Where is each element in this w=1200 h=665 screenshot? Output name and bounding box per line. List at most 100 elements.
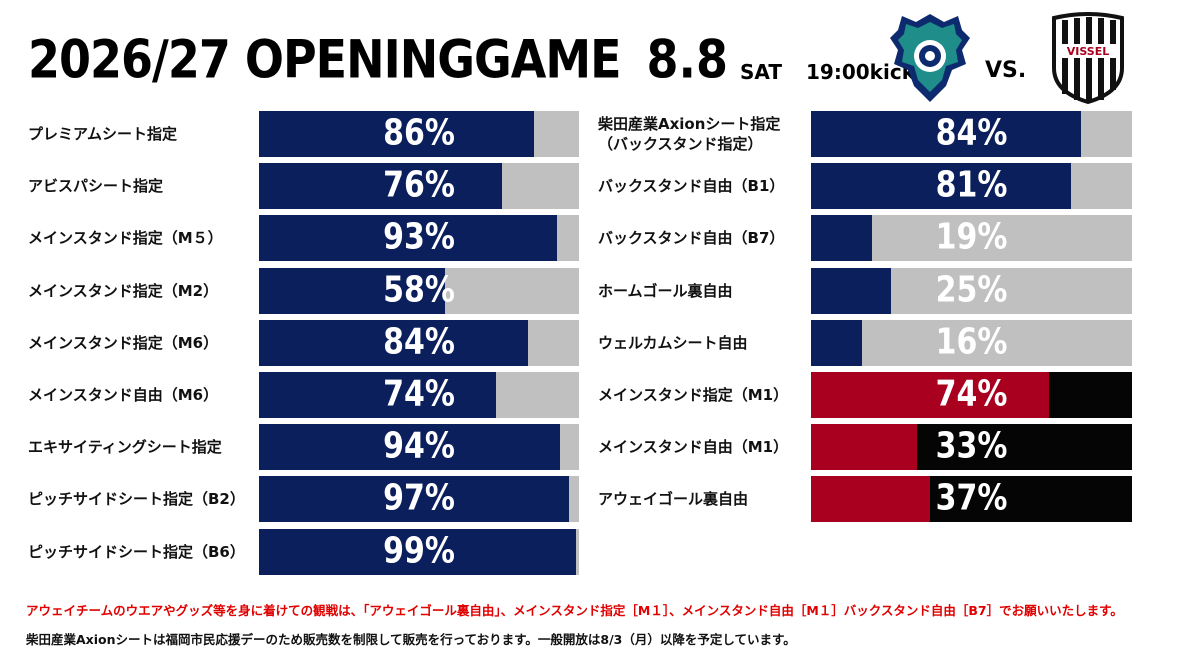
sales-percent-label: 16% (935, 321, 1008, 363)
sales-bar: 84% (811, 111, 1132, 157)
sales-percent-label: 25% (935, 269, 1008, 311)
avispa-crest-icon (890, 14, 970, 102)
seat-row: アウェイゴール裏自由 37% (0, 476, 1200, 523)
sales-bar-fill (811, 215, 872, 262)
seat-label: ピッチサイドシート指定（B6） (28, 529, 245, 575)
seat-label-text: プレミアムシート指定 (28, 125, 177, 143)
sales-bar: 93% (259, 215, 579, 262)
seat-label-text: ピッチサイドシート指定（B2） (28, 490, 245, 509)
footnotes: アウェイチームのウエアやグッズ等を身に着けての観戦は、「アウェイゴール裏自由」、… (26, 600, 1186, 648)
sales-percent-label: 99% (383, 530, 455, 572)
seat-label-text: エキサイティングシート指定 (28, 438, 222, 457)
seat-label: アビスパシート指定 (28, 163, 163, 209)
sales-percent-label: 19% (935, 217, 1008, 259)
season-title: 2026/27 OPENINGGAME (28, 27, 622, 90)
seat-label: エキサイティングシート指定 (28, 424, 222, 470)
seat-label-text: メインスタンド指定（M５） (28, 229, 223, 248)
seat-row: 柴田産業Axionシート指定 （バックスタンド指定） 84% (0, 111, 1200, 157)
seat-row: メインスタンド自由（M1） 33% (0, 424, 1200, 471)
sales-percent-label: 33% (935, 425, 1008, 468)
sales-bar: 76% (259, 163, 579, 210)
sales-bar: 81% (811, 163, 1132, 210)
sales-bar: 97% (259, 476, 579, 523)
sales-bar-fill (259, 111, 535, 157)
sales-percent-label: 97% (383, 478, 455, 520)
sales-percent-label: 76% (383, 164, 455, 207)
sales-percent-label: 94% (383, 425, 455, 468)
seat-label-text: ウェルカムシート自由 (598, 333, 748, 352)
seat-row: バックスタンド自由（B7） 19% (0, 215, 1200, 262)
seat-row: ピッチサイドシート指定（B6） 99% (0, 528, 1200, 575)
seat-row: バックスタンド自由（B1） 81% (0, 163, 1200, 210)
axion-seat-note: 柴田産業Axionシートは福岡市民応援デーのため販売数を制限して販売を行っており… (26, 632, 796, 647)
seat-label: プレミアムシート指定 (28, 111, 177, 157)
sales-bar-fill (259, 215, 557, 262)
sales-bar: 84% (259, 319, 579, 366)
match-date: 8.8 (646, 27, 729, 90)
seat-row: メインスタンド指定（M6） 84% (0, 319, 1200, 366)
sales-bar: 74% (811, 372, 1132, 418)
seat-label-text: ホームゴール裏自由 (598, 281, 733, 300)
seat-label: バックスタンド自由（B7） (598, 215, 784, 261)
seat-label: ピッチサイドシート指定（B2） (28, 476, 245, 522)
seat-label-text: 柴田産業Axionシート指定 (598, 115, 781, 133)
sales-bar-fill (811, 111, 1081, 157)
match-weekday: SAT (740, 60, 783, 84)
seat-label-text: アウェイゴール裏自由 (598, 490, 749, 509)
seat-label-text: メインスタンド自由（M1） (598, 438, 789, 457)
sales-bar-fill (811, 267, 892, 314)
seat-label-text: アビスパシート指定 (28, 177, 164, 196)
sales-bar-fill (259, 319, 528, 366)
seat-row: プレミアムシート指定 86% (0, 111, 1200, 157)
sales-bar: 58% (259, 267, 579, 314)
sales-percent-label: 81% (935, 164, 1008, 207)
seat-label: 柴田産業Axionシート指定 （バックスタンド指定） (598, 114, 780, 160)
seat-row: メインスタンド指定（M1） 74% (0, 372, 1200, 418)
sales-bar: 33% (811, 424, 1132, 471)
sales-bar: 25% (811, 267, 1132, 314)
sales-bar: 99% (259, 528, 579, 575)
sales-bar-fill (259, 476, 570, 523)
sales-bar-fill (259, 424, 560, 471)
sales-percent-label: 74% (935, 373, 1008, 416)
sales-bar-fill (811, 476, 930, 523)
seat-label-text: メインスタンド指定（M6） (28, 333, 219, 352)
seat-label: ウェルカムシート自由 (598, 320, 748, 366)
seat-label: メインスタンド自由（M6） (28, 372, 218, 418)
sales-percent-label: 74% (383, 373, 455, 416)
seat-label-subtext: （バックスタンド指定） (598, 135, 763, 153)
seat-label: メインスタンド指定（M５） (28, 215, 223, 261)
seat-row: ホームゴール裏自由 25% (0, 267, 1200, 314)
sales-bar: 16% (811, 319, 1132, 366)
seat-label: メインスタンド指定（M1） (598, 372, 788, 418)
versus-label: VS. (985, 58, 1027, 83)
vissel-crest-text: VISSEL (1067, 45, 1109, 58)
sales-bar-fill (811, 163, 1071, 210)
seat-label: バックスタンド自由（B1） (598, 163, 784, 209)
vissel-crest-icon: VISSEL (1052, 12, 1124, 104)
seat-row: ピッチサイドシート指定（B2） 97% (0, 476, 1200, 523)
page-title: 2026/27 OPENINGGAME 8.8 SAT 19:00kickoff (28, 27, 944, 90)
seat-row: メインスタンド指定（M５） 93% (0, 215, 1200, 262)
sales-bar-fill (259, 528, 576, 575)
sales-percent-label: 93% (383, 217, 455, 259)
sales-bar-fill (259, 372, 496, 418)
sales-bar: 74% (259, 372, 579, 418)
seat-row: アビスパシート指定 76% (0, 163, 1200, 210)
seat-row: メインスタンド自由（M6） 74% (0, 372, 1200, 418)
sales-bar-fill (811, 319, 863, 366)
sales-bar-fill (811, 424, 917, 471)
seat-label-text: ピッチサイドシート指定（B6） (28, 542, 245, 561)
sales-bar: 86% (259, 111, 579, 157)
seat-label: メインスタンド指定（M2） (28, 268, 218, 314)
seat-label-text: バックスタンド自由（B1） (598, 177, 785, 196)
seat-row: エキサイティングシート指定 94% (0, 424, 1200, 471)
away-supporter-note: アウェイチームのウエアやグッズ等を身に着けての観戦は、「アウェイゴール裏自由」、… (26, 603, 1123, 618)
sales-bar-fill (811, 372, 1049, 418)
seat-label-text: メインスタンド指定（M2） (28, 281, 219, 300)
seat-label-text: バックスタンド自由（B7） (598, 229, 785, 248)
sales-bar-fill (259, 267, 445, 314)
sales-bar-fill (259, 163, 503, 210)
seat-label: メインスタンド自由（M1） (598, 424, 788, 470)
seat-label-text: メインスタンド指定（M1） (598, 386, 789, 404)
